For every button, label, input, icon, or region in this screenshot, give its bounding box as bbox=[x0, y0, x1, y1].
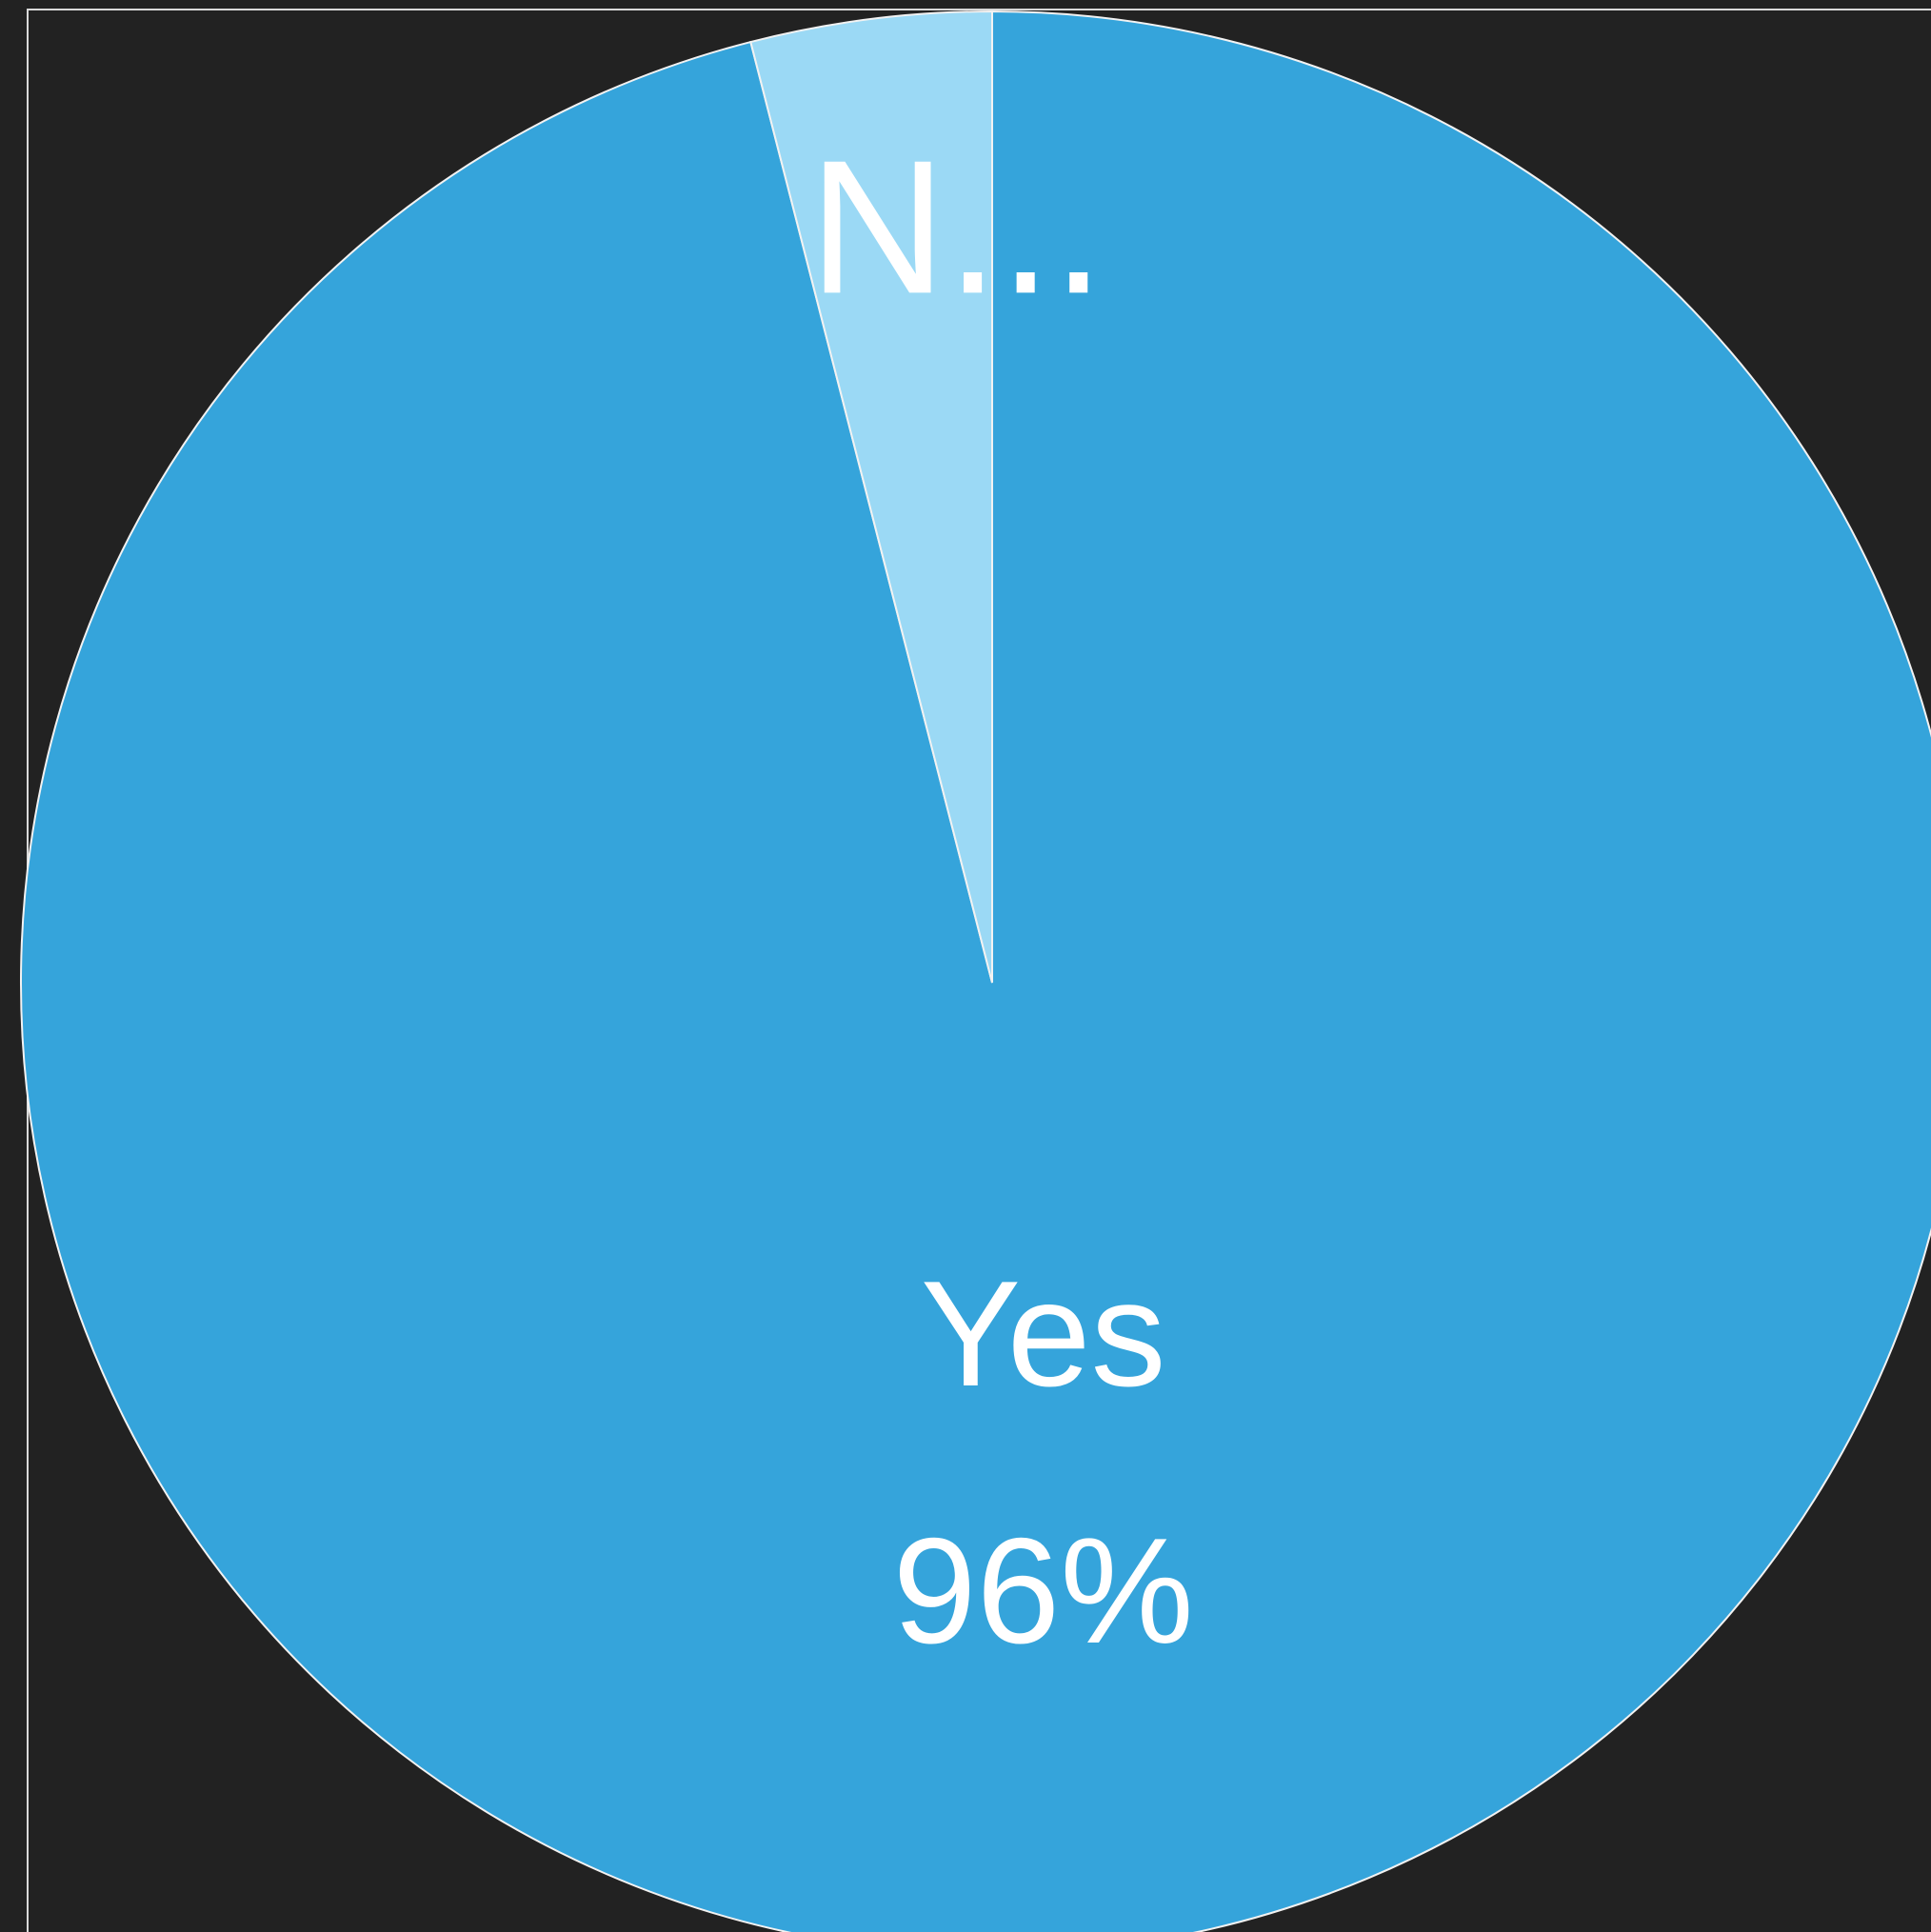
pie-slices bbox=[20, 10, 1931, 1932]
pie-labels: Yes 96% N... bbox=[808, 121, 1193, 1675]
slice-label-yes: Yes bbox=[921, 1250, 1166, 1418]
pie-slice-yes bbox=[20, 10, 1931, 1932]
slice-value-yes: 96% bbox=[893, 1507, 1194, 1675]
slice-label-no: N... bbox=[808, 121, 1105, 333]
pie-slice-n bbox=[749, 10, 993, 984]
